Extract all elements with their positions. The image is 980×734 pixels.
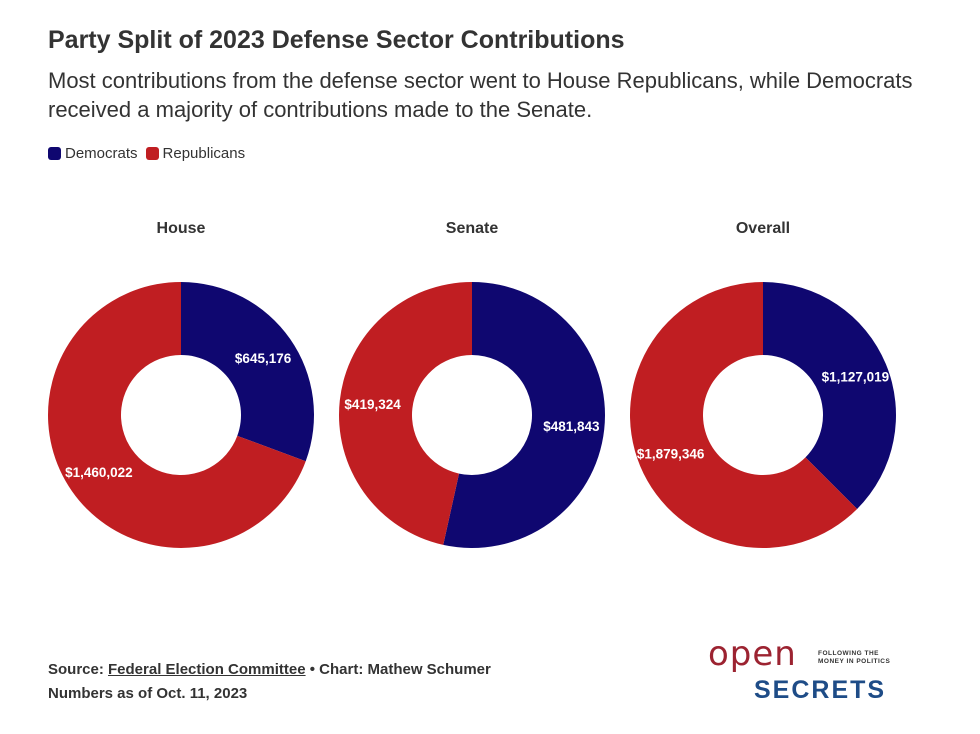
- source-link[interactable]: Federal Election Committee: [108, 661, 306, 678]
- donut-chart-senate: Senate $481,843 $419,324: [338, 220, 605, 548]
- data-label-democrats: $481,843: [543, 419, 600, 434]
- data-label-republicans: $419,324: [344, 397, 401, 412]
- slice-democrats[interactable]: [181, 282, 314, 462]
- donut-title: House: [157, 220, 206, 237]
- donut-title: Overall: [736, 220, 790, 237]
- legend-label-republicans: Republicans: [162, 145, 246, 162]
- legend-swatch-republicans: [145, 147, 159, 160]
- legend-swatch-democrats: [48, 147, 61, 160]
- chart-title: Party Split of 2023 Defense Sector Contr…: [48, 26, 625, 54]
- logo-tagline-line-2: MONEY IN POLITICS: [818, 658, 891, 665]
- logo-secrets-text: SECRETS: [754, 676, 887, 704]
- logo-open-text: open: [708, 634, 797, 674]
- donut-charts: House $645,176 $1,460,022 Senate $481,843 $41…: [48, 220, 897, 548]
- opensecrets-logo[interactable]: open FOLLOWING THE MONEY IN POLITICS SEC…: [708, 634, 908, 710]
- legend: Democrats Republicans: [48, 145, 253, 162]
- donut-chart-overall: Overall $1,127,019 $1,879,346: [630, 220, 897, 548]
- legend-label-democrats: Democrats: [65, 145, 138, 162]
- slice-republicans[interactable]: [338, 282, 472, 545]
- donut-title: Senate: [446, 220, 499, 237]
- slice-republicans[interactable]: [48, 282, 306, 548]
- as-of-date: Numbers as of Oct. 11, 2023: [48, 685, 248, 702]
- donut-chart-house: House $645,176 $1,460,022: [48, 220, 314, 548]
- data-label-democrats: $645,176: [235, 351, 292, 366]
- chart-credit: • Chart: Mathew Schumer: [305, 661, 491, 678]
- data-label-republicans: $1,879,346: [637, 446, 705, 461]
- slice-democrats[interactable]: [763, 282, 897, 509]
- legend-item-democrats[interactable]: Democrats: [48, 145, 138, 162]
- logo-tagline-line-1: FOLLOWING THE: [818, 650, 880, 657]
- source-line: Source: Federal Election Committee • Cha…: [48, 658, 491, 682]
- data-label-democrats: $1,127,019: [822, 370, 890, 385]
- source-prefix: Source:: [48, 661, 109, 678]
- slice-democrats[interactable]: [443, 282, 605, 548]
- data-label-republicans: $1,460,022: [65, 465, 133, 480]
- footer: Source: Federal Election Committee • Cha…: [48, 658, 491, 706]
- logo-tagline: FOLLOWING THE MONEY IN POLITICS: [818, 650, 890, 666]
- legend-item-republicans[interactable]: Republicans: [145, 145, 246, 162]
- slice-republicans[interactable]: [630, 282, 858, 548]
- chart-subtitle: Most contributions from the defense sect…: [48, 68, 913, 122]
